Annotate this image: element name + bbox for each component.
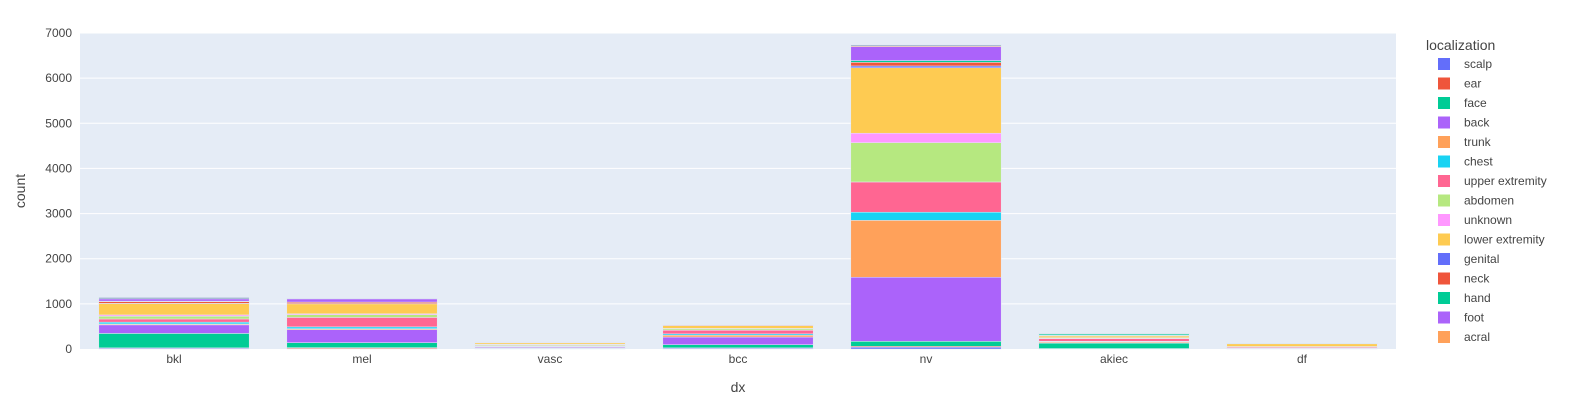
x-tick-label: bcc [729,352,748,366]
y-axis-ticks: 0 1000 2000 3000 4000 5000 6000 7000 [45,26,72,356]
y-tick-label: 3000 [45,207,72,221]
bar-segment [850,60,1002,63]
bar-segment [850,341,1002,347]
bar-segment [286,314,438,318]
bar-segment [98,324,250,334]
bar-segment [662,330,814,335]
bar-segment [98,298,250,302]
x-tick-label: nv [920,352,933,366]
y-tick-label: 1000 [45,297,72,311]
bar-segment [662,344,814,349]
legend-item-label: neck [1464,272,1490,286]
x-tick-label: df [1297,352,1308,366]
y-tick-label: 7000 [45,26,72,40]
bar-segment [850,67,1002,134]
y-tick-label: 0 [65,342,72,356]
bar-segment [286,317,438,328]
legend-swatch [1438,292,1450,304]
bar-segment [850,346,1002,350]
legend: localization scalp ear face back trunk chest u… [1426,37,1547,344]
legend-swatch [1438,214,1450,226]
legend-swatch [1438,58,1450,70]
y-tick-label: 4000 [45,161,72,175]
bar-segment [98,318,250,323]
legend-item-label: unknown [1464,213,1512,227]
y-tick-label: 5000 [45,116,72,130]
legend-swatch [1438,272,1450,285]
x-axis-ticks: bkl mel vasc bcc nv akiec df [166,352,1307,366]
bar-segment [850,181,1002,213]
legend-swatch [1438,175,1450,187]
bar-segment [662,336,814,345]
legend-item-label: ear [1464,77,1481,91]
legend-item-label: foot [1464,311,1485,325]
bar-segment [662,334,814,338]
legend-swatch [1438,194,1450,207]
bar-segment [286,303,438,315]
legend-swatch [1438,233,1450,246]
bar-segment [286,342,438,348]
legend-item-label: hand [1464,291,1491,305]
bar-segment [98,316,250,320]
bar-segment [850,220,1002,278]
plot-background [80,33,1396,349]
legend-swatch [1438,331,1450,343]
legend-item-label: acral [1464,330,1490,344]
x-axis-title: dx [731,379,746,395]
legend-swatch [1438,155,1450,168]
y-axis-title: count [12,174,28,208]
legend-item-label: genital [1464,252,1499,266]
gridlines [80,32,1396,305]
bar-segment [98,301,250,304]
y-tick-label: 6000 [45,71,72,85]
y-tick-label: 2000 [45,252,72,266]
legend-title: localization [1426,37,1495,53]
bar-segment [850,44,1002,46]
bar-segment [98,297,250,299]
bar-segment [662,325,814,329]
bar-segment [98,321,250,325]
bar-segment [850,276,1002,342]
legend-item-label: chest [1464,155,1493,169]
legend-item-label: trunk [1464,135,1492,149]
legend-swatch [1438,311,1450,324]
bar-segment [1038,342,1190,349]
bar-segment [1226,343,1378,347]
legend-swatch [1438,97,1450,109]
bar-segment [850,132,1002,143]
legend-swatch [1438,136,1450,148]
legend-swatch [1438,77,1450,90]
bar-segment [850,142,1002,183]
legend-item-label: back [1464,116,1490,130]
bar-segment [1038,335,1190,338]
legend-item-label: lower extremity [1464,233,1545,247]
bars [98,44,1378,350]
bar-segment [286,329,438,343]
legend-item-label: upper extremity [1464,174,1547,188]
bar-segment [98,303,250,316]
bar-segment [850,211,1002,221]
bar-segment [1038,338,1190,342]
x-tick-label: akiec [1100,352,1128,366]
legend-item-label: scalp [1464,57,1492,71]
bar-segment [850,46,1002,61]
legend-item-label: abdomen [1464,194,1514,208]
x-tick-label: vasc [538,352,563,366]
bar-segment [286,326,438,329]
legend-swatch [1438,116,1450,129]
bar-segment [850,62,1002,67]
legend-item-label: face [1464,96,1487,110]
bar-segment [850,65,1002,69]
x-tick-label: bkl [166,352,181,366]
legend-swatch [1438,253,1450,265]
bar-segment [98,333,250,349]
x-tick-label: mel [352,352,371,366]
bar-segment [286,298,438,303]
